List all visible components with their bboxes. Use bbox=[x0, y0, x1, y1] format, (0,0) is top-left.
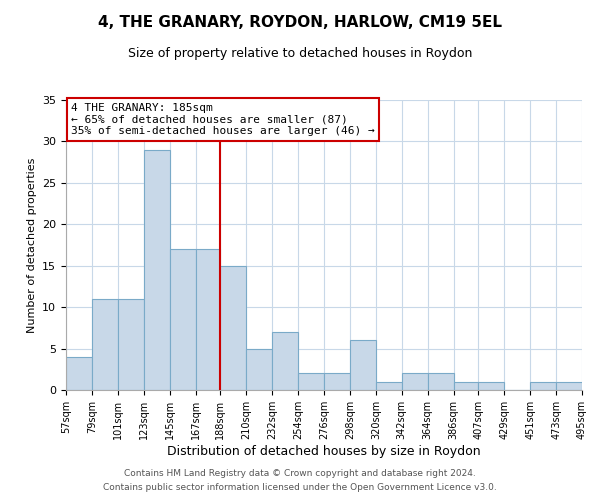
Bar bbox=[272, 332, 298, 390]
Text: Contains HM Land Registry data © Crown copyright and database right 2024.: Contains HM Land Registry data © Crown c… bbox=[124, 468, 476, 477]
Bar bbox=[298, 374, 324, 390]
Y-axis label: Number of detached properties: Number of detached properties bbox=[26, 158, 37, 332]
Text: 4 THE GRANARY: 185sqm
← 65% of detached houses are smaller (87)
35% of semi-deta: 4 THE GRANARY: 185sqm ← 65% of detached … bbox=[71, 103, 375, 136]
Bar bbox=[530, 382, 556, 390]
Bar bbox=[66, 357, 92, 390]
Bar bbox=[428, 374, 454, 390]
Bar bbox=[170, 249, 196, 390]
Bar bbox=[196, 249, 220, 390]
Bar bbox=[324, 374, 350, 390]
Text: Size of property relative to detached houses in Roydon: Size of property relative to detached ho… bbox=[128, 48, 472, 60]
Bar bbox=[454, 382, 478, 390]
Bar bbox=[92, 299, 118, 390]
X-axis label: Distribution of detached houses by size in Roydon: Distribution of detached houses by size … bbox=[167, 444, 481, 458]
Bar bbox=[478, 382, 504, 390]
Bar bbox=[376, 382, 402, 390]
Bar bbox=[350, 340, 376, 390]
Bar bbox=[220, 266, 246, 390]
Bar bbox=[144, 150, 170, 390]
Bar bbox=[118, 299, 144, 390]
Bar bbox=[402, 374, 428, 390]
Bar bbox=[556, 382, 582, 390]
Bar bbox=[246, 348, 272, 390]
Text: Contains public sector information licensed under the Open Government Licence v3: Contains public sector information licen… bbox=[103, 484, 497, 492]
Text: 4, THE GRANARY, ROYDON, HARLOW, CM19 5EL: 4, THE GRANARY, ROYDON, HARLOW, CM19 5EL bbox=[98, 15, 502, 30]
